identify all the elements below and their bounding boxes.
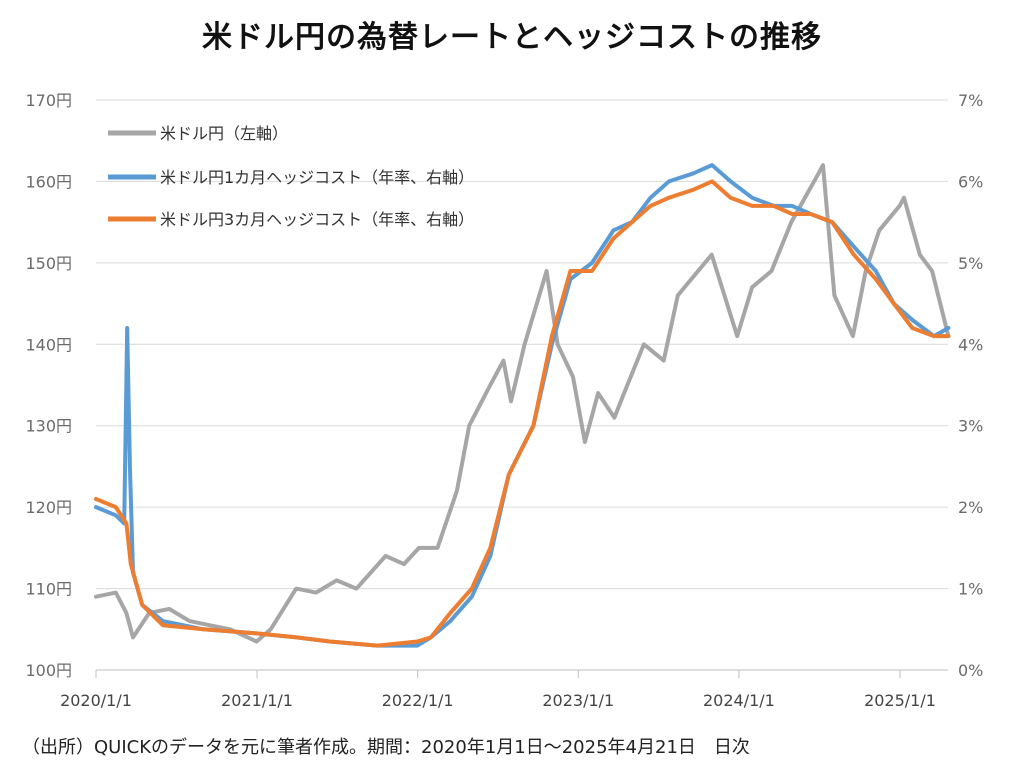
legend-label-3: 米ドル円3カ月ヘッジコスト（年率、右軸）	[160, 210, 474, 229]
x-tick-label: 2021/1/1	[221, 691, 293, 710]
legend-label-2: 米ドル円1カ月ヘッジコスト（年率、右軸）	[160, 168, 474, 187]
y-right-tick-label: 7%	[958, 91, 983, 110]
y-left-tick-label: 140円	[25, 335, 72, 354]
series-line-2	[94, 163, 951, 648]
series-line-1	[94, 163, 951, 644]
y-right-tick-label: 0%	[958, 661, 983, 680]
y-right-tick-label: 4%	[958, 335, 983, 354]
x-tick-label: 2025/1/1	[864, 691, 936, 710]
y-left-tick-label: 130円	[25, 417, 72, 436]
y-left-tick-label: 100円	[25, 661, 72, 680]
y-left-tick-label: 110円	[25, 580, 72, 599]
y-left-tick-label: 150円	[25, 254, 72, 273]
x-tick-label: 2022/1/1	[382, 691, 454, 710]
series-lines	[94, 163, 951, 648]
legend-label-1: 米ドル円（左軸）	[160, 124, 288, 143]
x-tick-label: 2020/1/1	[60, 691, 132, 710]
series-line-3	[94, 179, 951, 648]
y-right-tick-label: 1%	[958, 580, 983, 599]
y-right-tick-label: 2%	[958, 498, 983, 517]
left-axis-ticks: 100円 110円 120円 130円 140円 150円 160円 170円	[25, 91, 72, 680]
y-left-tick-label: 160円	[25, 172, 72, 191]
x-axis-ticks: 2020/1/1 2021/1/1 2022/1/1 2023/1/1 2024/1/1…	[60, 670, 936, 710]
y-right-tick-label: 6%	[958, 172, 983, 191]
x-tick-label: 2024/1/1	[703, 691, 775, 710]
y-left-tick-label: 120円	[25, 498, 72, 517]
source-note: （出所）QUICKのデータを元に筆者作成。期間：2020年1月1日～2025年4…	[22, 737, 750, 758]
right-axis-ticks: 0% 1% 2% 3% 4% 5% 6% 7%	[958, 91, 983, 680]
chart: 100円 110円 120円 130円 140円 150円 160円 170円 0% 1% 2% 3…	[25, 91, 983, 710]
y-left-tick-label: 170円	[25, 91, 72, 110]
chart-title: 米ドル円の為替レートとヘッジコストの推移	[202, 20, 822, 55]
y-right-tick-label: 3%	[958, 417, 983, 436]
legend: 米ドル円（左軸） 米ドル円1カ月ヘッジコスト（年率、右軸） 米ドル円3カ月ヘッジコス…	[108, 124, 474, 229]
y-right-tick-label: 5%	[958, 254, 983, 273]
x-tick-label: 2023/1/1	[542, 691, 614, 710]
